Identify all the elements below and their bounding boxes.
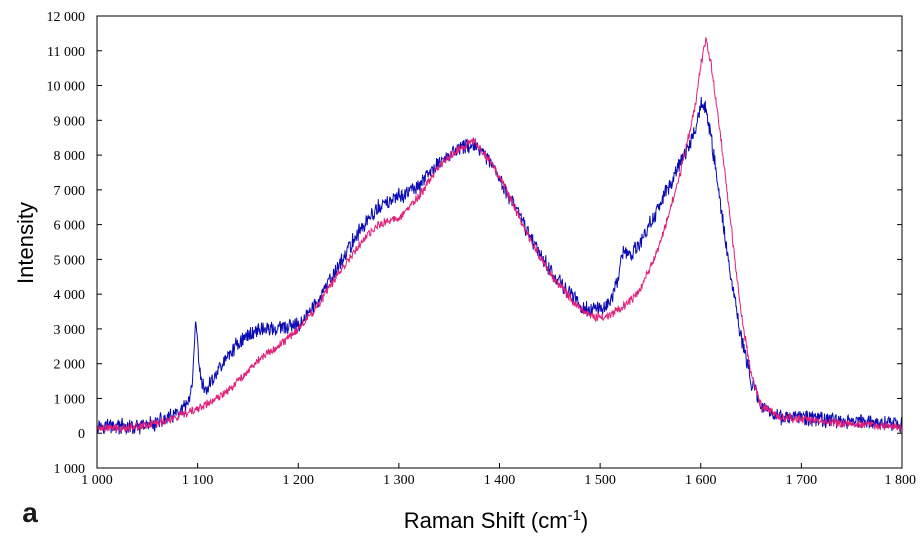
x-axis-title-main: Raman Shift (cm — [404, 508, 568, 533]
panel-label: a — [22, 497, 38, 528]
tick-layer: 1 000 0 1 000 2 000 3 000 4 000 5 000 6 000 7 00… — [47, 10, 917, 488]
x-tick-label: 1 100 — [182, 473, 214, 488]
x-tick-label: 1 700 — [786, 473, 818, 488]
y-tick-label: 10 000 — [47, 80, 86, 95]
y-tick-label: 11 000 — [47, 45, 85, 60]
y-tick-label: 4 000 — [54, 288, 86, 303]
x-tick-label: 1 200 — [283, 473, 315, 488]
x-tick-label: 1 600 — [685, 473, 717, 488]
y-tick-label: 5 000 — [54, 253, 86, 268]
x-tick-label: 1 400 — [484, 473, 516, 488]
x-axis-title-end: ) — [581, 508, 588, 533]
series-line-2 — [96, 36, 903, 434]
x-tick-label: 1 500 — [584, 473, 616, 488]
y-tick-label: 7 000 — [54, 184, 86, 199]
x-tick-label: 1 300 — [383, 473, 415, 488]
y-tick-label: 0 — [78, 427, 85, 442]
y-axis-title-group: Intensity — [13, 202, 38, 284]
x-tick-label: 1 800 — [885, 473, 917, 488]
y-tick-label: 6 000 — [54, 219, 86, 234]
y-tick-label: 9 000 — [54, 114, 86, 129]
x-axis-title-sup: -1 — [568, 507, 581, 524]
y-tick-label: 12 000 — [47, 10, 86, 25]
x-axis-title: Raman Shift (cm-1) — [404, 507, 589, 534]
y-axis-title: Intensity — [13, 202, 38, 284]
y-tick-label: 2 000 — [54, 358, 86, 373]
plot-frame — [96, 15, 903, 469]
y-tick-label: 3 000 — [54, 323, 86, 338]
y-tick-label: 1 000 — [54, 462, 86, 477]
y-tick-label: 1 000 — [54, 392, 86, 407]
y-tick-label: 8 000 — [54, 149, 86, 164]
series-line-1 — [96, 97, 903, 436]
x-tick-label: 1 000 — [81, 473, 113, 488]
series-layer — [96, 36, 903, 436]
